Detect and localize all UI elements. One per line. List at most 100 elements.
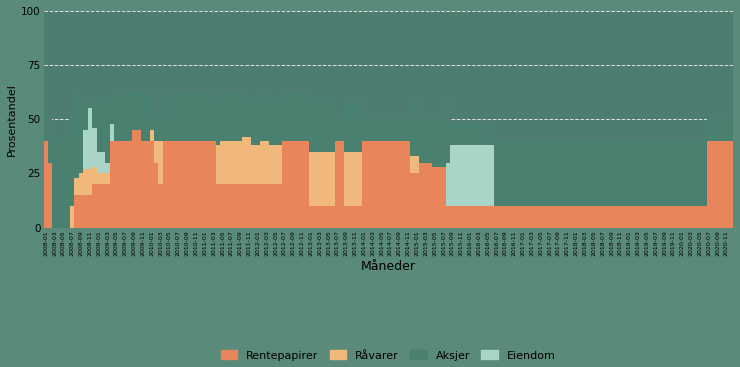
Bar (194, 93, 198, 141)
Bar (481, 124, 485, 145)
Bar (517, 141, 521, 206)
Bar (70, 119, 75, 206)
Bar (158, 184, 163, 228)
Bar (252, 184, 256, 228)
Bar (649, 141, 653, 206)
Bar (309, 152, 313, 206)
Bar (499, 141, 503, 206)
Bar (543, 141, 548, 206)
Bar (44, 141, 48, 228)
Bar (588, 206, 591, 228)
Bar (605, 206, 609, 228)
Bar (256, 98, 260, 145)
Bar (326, 98, 331, 152)
Bar (437, 167, 441, 228)
Bar (548, 141, 552, 206)
Bar (579, 206, 583, 228)
Bar (273, 98, 278, 145)
Bar (463, 124, 468, 145)
Bar (420, 119, 423, 163)
Bar (278, 184, 282, 228)
Bar (445, 163, 450, 206)
Bar (711, 119, 716, 141)
Bar (118, 93, 123, 141)
Bar (114, 141, 118, 228)
Bar (286, 141, 291, 228)
Bar (680, 206, 685, 228)
Bar (53, 141, 57, 228)
Bar (238, 141, 243, 184)
Bar (79, 195, 84, 228)
Bar (101, 152, 105, 173)
Bar (154, 163, 158, 228)
Bar (684, 141, 689, 206)
Bar (309, 206, 313, 228)
Bar (88, 98, 92, 108)
Bar (671, 206, 676, 228)
Bar (393, 141, 397, 228)
Bar (375, 141, 380, 228)
Bar (561, 206, 565, 228)
Bar (600, 206, 605, 228)
Bar (676, 206, 680, 228)
Bar (716, 119, 720, 141)
Bar (450, 206, 454, 228)
Bar (353, 98, 357, 152)
Bar (234, 93, 238, 141)
Bar (96, 152, 101, 173)
Bar (357, 152, 362, 206)
Bar (579, 141, 583, 206)
Bar (101, 184, 105, 228)
Bar (574, 141, 579, 206)
Bar (96, 173, 101, 184)
Bar (225, 184, 229, 228)
Bar (105, 173, 110, 184)
Bar (366, 119, 371, 141)
Bar (260, 93, 264, 141)
Bar (561, 141, 565, 206)
Bar (110, 141, 114, 228)
Bar (158, 141, 163, 184)
Bar (127, 141, 132, 228)
Bar (264, 141, 269, 184)
Bar (185, 141, 189, 228)
Bar (75, 95, 79, 178)
Bar (185, 93, 189, 141)
Bar (609, 141, 613, 206)
Bar (309, 98, 313, 152)
Bar (534, 141, 539, 206)
Bar (172, 93, 176, 141)
Bar (84, 104, 88, 130)
Bar (411, 173, 415, 228)
Bar (61, 137, 66, 228)
Bar (613, 206, 618, 228)
Bar (317, 206, 322, 228)
Bar (141, 141, 145, 228)
Bar (463, 145, 468, 206)
Bar (48, 163, 53, 228)
Bar (304, 141, 309, 228)
Bar (282, 93, 286, 141)
Bar (588, 141, 591, 206)
Bar (653, 141, 658, 206)
Bar (198, 141, 203, 228)
Bar (565, 141, 570, 206)
Bar (613, 141, 618, 206)
Bar (411, 156, 415, 173)
Bar (720, 119, 724, 141)
Bar (596, 141, 600, 206)
Bar (636, 206, 640, 228)
Bar (676, 141, 680, 206)
Bar (132, 130, 136, 228)
Bar (393, 119, 397, 141)
Bar (432, 167, 437, 228)
Bar (490, 124, 494, 145)
Bar (552, 141, 556, 206)
Bar (583, 141, 588, 206)
Bar (468, 124, 472, 145)
Bar (247, 137, 252, 184)
Bar (693, 206, 698, 228)
Bar (503, 206, 508, 228)
Bar (402, 119, 406, 141)
Bar (101, 173, 105, 184)
